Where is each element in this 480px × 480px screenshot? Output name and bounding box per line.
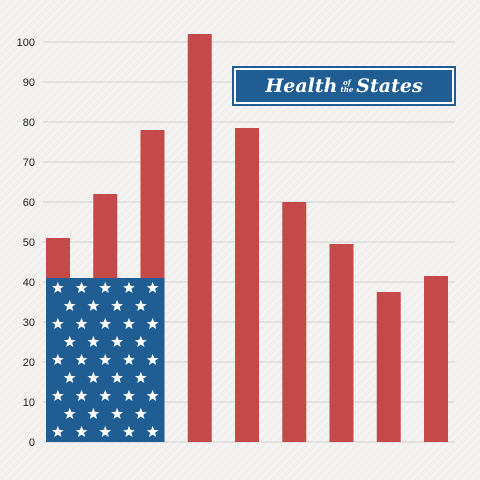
y-tick-label: 40 xyxy=(23,277,35,289)
y-tick-label: 100 xyxy=(17,37,35,49)
badge-word-the: the xyxy=(340,85,354,94)
bar xyxy=(235,128,259,442)
star-icon xyxy=(63,299,76,312)
bar xyxy=(282,202,307,442)
star-icon xyxy=(75,389,88,402)
star-icon xyxy=(134,407,147,420)
y-tick-label: 0 xyxy=(29,437,35,449)
star-icon xyxy=(146,281,159,294)
star-icon xyxy=(99,425,112,438)
y-tick-label: 60 xyxy=(23,197,35,209)
health-of-the-states-badge: Health of the States xyxy=(232,66,456,106)
badge-word-of: of xyxy=(343,78,351,87)
star-icon xyxy=(87,335,100,348)
y-tick-label: 10 xyxy=(23,397,35,409)
star-icon xyxy=(123,317,135,330)
star-icon xyxy=(51,317,64,330)
badge-word-states: States xyxy=(356,75,423,97)
badge-word-health: Health xyxy=(265,75,338,97)
star-icon xyxy=(146,425,159,438)
star-icon xyxy=(99,389,112,402)
star-icon xyxy=(63,407,76,420)
star-icon xyxy=(146,317,159,330)
y-tick-label: 50 xyxy=(23,237,35,249)
star-icon xyxy=(99,353,112,366)
star-icon xyxy=(123,281,135,294)
y-tick-label: 80 xyxy=(23,117,35,129)
star-icon xyxy=(123,353,135,366)
star-icon xyxy=(75,425,88,438)
star-icon xyxy=(51,389,64,402)
star-icon xyxy=(63,335,76,348)
bar xyxy=(376,292,401,442)
y-tick-label: 90 xyxy=(23,77,35,89)
star-icon xyxy=(51,281,64,294)
star-icon xyxy=(134,299,147,312)
bar xyxy=(329,244,354,442)
bar xyxy=(187,34,212,442)
y-tick-label: 30 xyxy=(23,317,35,329)
star-icon xyxy=(111,335,123,348)
star-icon xyxy=(75,353,88,366)
star-icon xyxy=(87,299,100,312)
star-icon xyxy=(99,281,112,294)
star-icon xyxy=(146,389,159,402)
y-tick-label: 20 xyxy=(23,357,35,369)
star-icon xyxy=(134,335,147,348)
star-icon xyxy=(99,317,112,330)
star-icon xyxy=(111,371,123,384)
star-icon xyxy=(134,371,147,384)
star-icon xyxy=(87,407,100,420)
y-tick-label: 70 xyxy=(23,157,35,169)
star-icon xyxy=(111,299,123,312)
star-icon xyxy=(51,425,64,438)
badge-small-words: of the xyxy=(341,79,354,93)
star-icon xyxy=(63,371,76,384)
star-icon xyxy=(51,353,64,366)
star-icon xyxy=(146,353,159,366)
star-icon xyxy=(75,317,88,330)
star-icon xyxy=(75,281,88,294)
bar xyxy=(424,276,448,442)
star-icon xyxy=(111,407,123,420)
star-icon xyxy=(123,389,135,402)
star-icon xyxy=(123,425,135,438)
star-icon xyxy=(87,371,100,384)
